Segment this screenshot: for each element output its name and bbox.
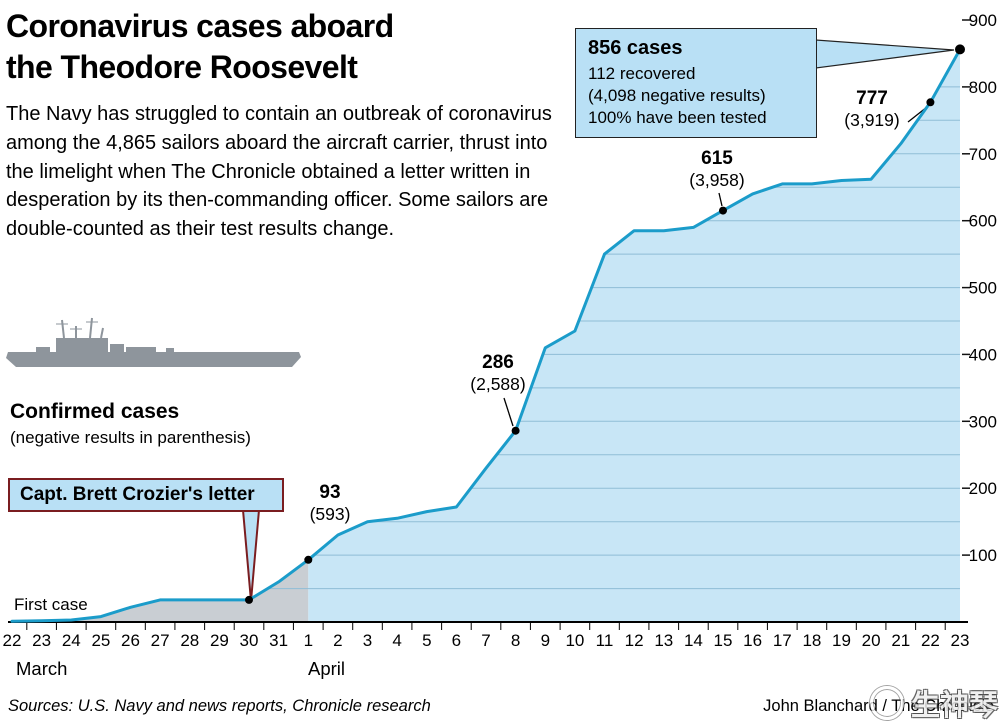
legend-title: Confirmed cases xyxy=(10,400,180,423)
svg-text:9: 9 xyxy=(541,631,550,650)
svg-text:600: 600 xyxy=(969,212,997,231)
annotation-286-negative: (2,588) xyxy=(470,374,526,394)
svg-text:13: 13 xyxy=(654,631,673,650)
annotation-777: 777 (3,919) xyxy=(832,88,912,131)
annotation-615-negative: (3,958) xyxy=(689,170,745,190)
svg-text:2: 2 xyxy=(333,631,342,650)
svg-text:30: 30 xyxy=(240,631,259,650)
month-label-march: March xyxy=(16,658,68,679)
svg-text:700: 700 xyxy=(969,145,997,164)
svg-text:20: 20 xyxy=(862,631,881,650)
svg-text:17: 17 xyxy=(773,631,792,650)
annotation-777-negative: (3,919) xyxy=(844,110,900,130)
annotation-286-value: 286 xyxy=(482,352,514,373)
svg-text:15: 15 xyxy=(714,631,733,650)
svg-text:5: 5 xyxy=(422,631,431,650)
svg-text:19: 19 xyxy=(832,631,851,650)
svg-text:8: 8 xyxy=(511,631,520,650)
final-cases-callout: 856 cases 112 recovered (4,098 negative … xyxy=(575,28,817,138)
svg-text:18: 18 xyxy=(802,631,821,650)
svg-text:25: 25 xyxy=(91,631,110,650)
svg-text:22: 22 xyxy=(921,631,940,650)
final-cases-tested: 100% have been tested xyxy=(588,108,767,127)
svg-text:23: 23 xyxy=(32,631,51,650)
svg-text:100: 100 xyxy=(969,546,997,565)
month-label-april: April xyxy=(308,658,346,679)
svg-text:800: 800 xyxy=(969,78,997,97)
annotation-615: 615 (3,958) xyxy=(677,148,757,191)
svg-text:1: 1 xyxy=(304,631,313,650)
crozier-letter-callout: Capt. Brett Crozier's letter xyxy=(8,478,284,512)
annotation-615-value: 615 xyxy=(701,148,733,169)
svg-text:14: 14 xyxy=(684,631,703,650)
svg-text:6: 6 xyxy=(452,631,461,650)
annotation-286: 286 (2,588) xyxy=(458,352,538,395)
page-title: Coronavirus cases aboard the Theodore Ro… xyxy=(6,6,586,87)
svg-text:11: 11 xyxy=(596,631,614,650)
title-line-2: the Theodore Roosevelt xyxy=(6,48,358,85)
svg-text:400: 400 xyxy=(969,345,997,364)
svg-text:29: 29 xyxy=(210,631,229,650)
svg-text:16: 16 xyxy=(743,631,762,650)
svg-text:300: 300 xyxy=(969,412,997,431)
intro-paragraph: The Navy has struggled to contain an out… xyxy=(6,103,552,241)
svg-text:23: 23 xyxy=(951,631,970,650)
svg-text:10: 10 xyxy=(565,631,584,650)
watermark: 生神琴 xyxy=(869,682,998,724)
svg-text:22: 22 xyxy=(3,631,22,650)
svg-text:12: 12 xyxy=(625,631,644,650)
final-cases-recovered: 112 recovered xyxy=(588,64,696,83)
svg-text:900: 900 xyxy=(969,11,997,30)
svg-text:4: 4 xyxy=(392,631,401,650)
annotation-93: 93 (593) xyxy=(292,482,368,525)
svg-text:27: 27 xyxy=(151,631,170,650)
annotation-777-value: 777 xyxy=(856,88,888,109)
watermark-text: 生神琴 xyxy=(910,690,998,722)
first-case-label: First case xyxy=(14,595,88,614)
crozier-letter-label: Capt. Brett Crozier's letter xyxy=(20,484,255,505)
watermark-logo-icon xyxy=(869,686,904,720)
title-line-1: Coronavirus cases aboard xyxy=(6,8,394,44)
svg-text:200: 200 xyxy=(969,479,997,498)
svg-text:26: 26 xyxy=(121,631,140,650)
svg-text:21: 21 xyxy=(891,631,910,650)
annotation-93-value: 93 xyxy=(319,482,341,503)
svg-text:24: 24 xyxy=(62,631,81,650)
svg-text:7: 7 xyxy=(481,631,490,650)
svg-text:3: 3 xyxy=(363,631,372,650)
annotation-93-negative: (593) xyxy=(309,504,351,524)
final-cases-total: 856 cases xyxy=(588,37,683,59)
sources-line: Sources: U.S. Navy and news reports, Chr… xyxy=(8,697,431,715)
svg-text:28: 28 xyxy=(180,631,199,650)
final-cases-negative: (4,098 negative results) xyxy=(588,86,766,105)
svg-text:500: 500 xyxy=(969,279,997,298)
aircraft-carrier-icon xyxy=(6,317,301,367)
svg-text:31: 31 xyxy=(269,631,288,650)
legend-subtitle: (negative results in parenthesis) xyxy=(10,428,251,447)
